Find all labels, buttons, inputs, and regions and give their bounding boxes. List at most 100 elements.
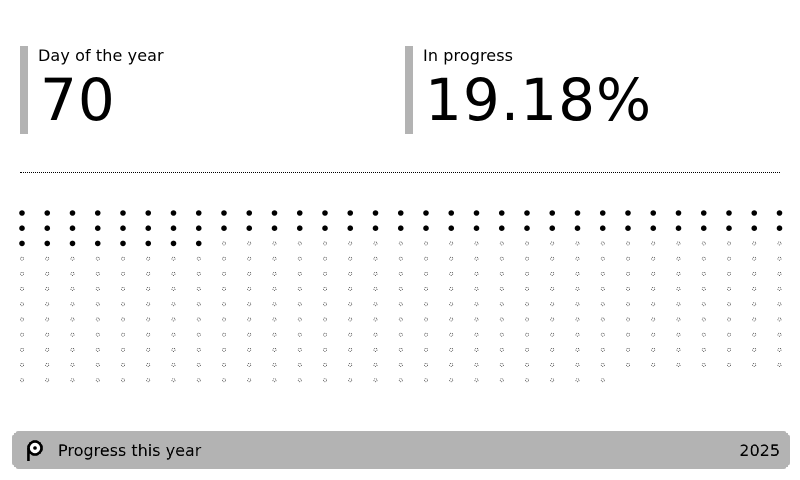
day-dot-empty xyxy=(499,287,504,291)
day-dot-empty xyxy=(550,378,555,383)
day-dot-empty xyxy=(222,332,226,337)
day-dot-empty xyxy=(701,347,706,352)
day-dot-empty xyxy=(474,332,479,337)
day-dot-empty xyxy=(777,317,782,322)
day-dot-filled xyxy=(625,210,631,216)
day-dot-empty xyxy=(474,287,479,291)
day-dot-empty xyxy=(575,332,580,337)
day-dot-empty xyxy=(525,378,529,383)
day-dot-empty xyxy=(474,241,479,246)
day-dot-empty xyxy=(752,347,757,352)
day-dot-empty xyxy=(20,256,24,261)
day-dot-empty xyxy=(525,317,529,322)
day-dot-empty xyxy=(171,302,176,307)
day-dot-filled xyxy=(599,210,606,216)
day-dot-empty xyxy=(499,347,504,352)
day-dot-empty xyxy=(373,363,378,367)
day-dot-filled xyxy=(145,210,152,216)
day-dot-empty xyxy=(525,287,529,291)
day-dot-empty xyxy=(348,363,353,367)
day-dot-empty xyxy=(196,347,201,352)
day-dot-empty xyxy=(146,287,151,291)
day-dot-filled xyxy=(751,210,758,216)
day-dot-empty xyxy=(373,317,378,322)
day-dot-empty xyxy=(247,347,252,352)
day-dot-empty xyxy=(575,378,580,383)
day-dot-empty xyxy=(45,271,50,276)
day-dot-empty xyxy=(499,317,504,322)
day-dot-empty xyxy=(348,378,353,383)
day-dot-empty xyxy=(550,317,555,322)
day-dot-filled xyxy=(69,225,76,231)
day-dot-empty xyxy=(222,287,226,291)
day-dot-empty xyxy=(575,271,580,276)
day-dot-empty xyxy=(474,378,479,383)
day-dot-empty xyxy=(373,271,378,276)
day-dot-empty xyxy=(222,378,226,383)
day-dot-filled xyxy=(524,210,530,216)
day-dot-empty xyxy=(777,241,782,246)
day-dot-empty xyxy=(146,256,151,261)
day-dot-filled xyxy=(221,210,227,216)
day-dot-empty xyxy=(727,271,731,276)
day-dot-empty xyxy=(676,302,681,307)
day-dot-empty xyxy=(752,317,757,322)
day-dot-empty xyxy=(121,317,125,322)
day-dot-filled xyxy=(94,210,101,216)
day-dot-empty xyxy=(525,347,529,352)
day-dot-filled xyxy=(145,240,152,247)
day-dot-empty xyxy=(550,256,555,261)
day-dot-empty xyxy=(323,302,327,307)
day-dot-empty xyxy=(701,317,706,322)
day-dot-empty xyxy=(70,317,75,322)
day-dot-empty xyxy=(600,287,605,291)
day-dot-filled xyxy=(372,225,379,231)
progress-value: 19.18% xyxy=(425,66,653,134)
day-dot-filled xyxy=(448,210,455,216)
day-dot-empty xyxy=(449,241,454,246)
day-dot-empty xyxy=(525,256,529,261)
day-dot-empty xyxy=(171,347,176,352)
day-dot-empty xyxy=(222,271,226,276)
day-dot-empty xyxy=(424,347,428,352)
day-dot-empty xyxy=(45,317,50,322)
day-dot-empty xyxy=(222,256,226,261)
day-dot-empty xyxy=(45,378,50,383)
day-dot-empty xyxy=(600,363,605,367)
day-dot-empty xyxy=(449,271,454,276)
day-dot-empty xyxy=(222,347,226,352)
day-dot-empty xyxy=(777,287,782,291)
day-dot-empty xyxy=(525,302,529,307)
day-dot-empty xyxy=(676,347,681,352)
day-dot-empty xyxy=(121,302,125,307)
day-dot-empty xyxy=(70,378,75,383)
day-dot-filled xyxy=(574,210,581,216)
day-dot-empty xyxy=(499,256,504,261)
day-dot-empty xyxy=(45,287,50,291)
day-dot-filled xyxy=(700,210,707,216)
day-dot-empty xyxy=(600,302,605,307)
day-dot-empty xyxy=(95,256,100,261)
day-dot-filled xyxy=(246,225,253,231)
day-dot-filled xyxy=(120,225,126,231)
day-dot-empty xyxy=(348,317,353,322)
day-dot-filled xyxy=(751,225,758,231)
day-dot-empty xyxy=(20,332,24,337)
day-dot-filled xyxy=(498,225,505,231)
day-dot-empty xyxy=(398,256,403,261)
day-dot-empty xyxy=(121,378,125,383)
day-dot-filled xyxy=(19,240,25,247)
day-dot-empty xyxy=(499,302,504,307)
day-dot-empty xyxy=(600,241,605,246)
day-dot-filled xyxy=(347,210,354,216)
day-dot-filled xyxy=(700,225,707,231)
day-dot-empty xyxy=(550,241,555,246)
day-dot-filled xyxy=(19,210,25,216)
day-dot-filled xyxy=(397,225,404,231)
day-dot-empty xyxy=(424,241,428,246)
day-dot-empty xyxy=(777,363,782,367)
day-dot-empty xyxy=(348,332,353,337)
day-dot-empty xyxy=(297,287,302,291)
day-dot-empty xyxy=(247,287,252,291)
day-dot-empty xyxy=(676,363,681,367)
